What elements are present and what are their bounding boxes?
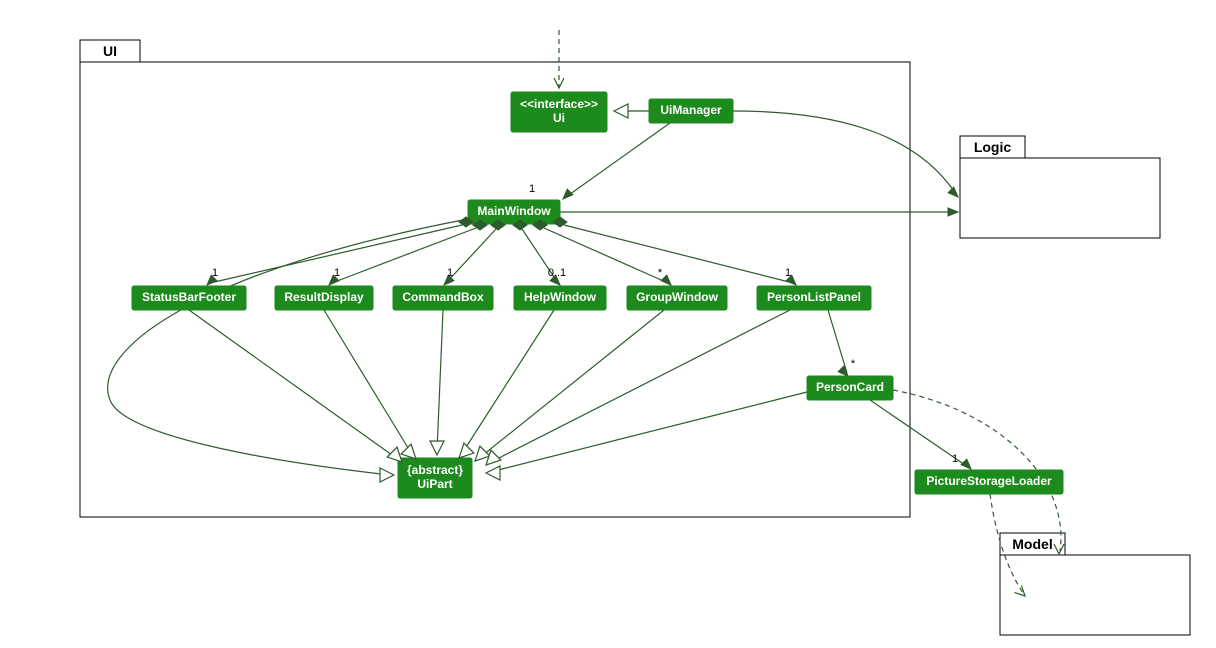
- edge-mainwindow-uipart: [108, 219, 468, 475]
- edge-commandbox-uipart: [437, 310, 443, 452]
- arrowhead-dependency: [1014, 585, 1028, 599]
- package-body-logic_pkg: [960, 158, 1160, 238]
- edge-uimanager-mainwindow: [566, 123, 670, 197]
- edge-personlist-personcard: [828, 310, 847, 373]
- class-label-uipart-l0: {abstract}: [407, 463, 463, 477]
- arrowhead-generalization: [380, 468, 394, 482]
- arrowhead-generalization: [430, 441, 444, 455]
- class-label-helpwindow-l0: HelpWindow: [524, 290, 597, 304]
- arrowhead-nav: [948, 187, 961, 200]
- multiplicity-label: 0..1: [548, 267, 566, 279]
- multiplicity-label: 1: [447, 267, 453, 279]
- edge-helpwindow-uipart: [461, 310, 554, 455]
- class-label-uimanager-l0: UiManager: [660, 103, 722, 117]
- arrowhead-generalization: [614, 104, 628, 118]
- edge-uimanager-logic_pkg: [733, 111, 956, 194]
- class-label-uipart-l1: UiPart: [417, 477, 452, 491]
- multiplicity-label: 1: [212, 267, 218, 279]
- multiplicity-label: 1: [785, 267, 791, 279]
- arrowhead-generalization: [486, 466, 500, 480]
- multiplicity-label: *: [851, 358, 856, 370]
- class-label-statusbar-l0: StatusBarFooter: [142, 290, 236, 304]
- class-label-ui-l0: <<interface>>: [520, 97, 598, 111]
- multiplicity-label: 1: [334, 267, 340, 279]
- package-body-model_pkg: [1000, 555, 1190, 635]
- edge-resultdisp-uipart: [324, 310, 413, 456]
- class-label-mainwindow-l0: MainWindow: [477, 204, 551, 218]
- edge-personcard-uipart: [490, 392, 807, 472]
- arrowhead-nav: [560, 189, 573, 202]
- multiplicity-label: 1: [952, 453, 958, 465]
- class-label-resultdisp-l0: ResultDisplay: [284, 290, 364, 304]
- class-label-commandbox-l0: CommandBox: [402, 290, 484, 304]
- arrowhead-nav: [948, 208, 958, 216]
- arrowhead-dependency: [1054, 544, 1064, 554]
- uml-diagram: UI Logic Model <<interface>>Ui UiManager Mai…: [0, 0, 1216, 648]
- multiplicity-label: 1: [529, 183, 535, 195]
- edge-personlist-uipart: [489, 310, 790, 463]
- package-label-ui_pkg: UI: [103, 43, 117, 59]
- class-label-picloader-l0: PictureStorageLoader: [926, 474, 1052, 488]
- package-label-logic_pkg: Logic: [974, 139, 1012, 155]
- edge-mainwindow-personlist: [564, 225, 793, 283]
- class-label-personcard-l0: PersonCard: [816, 380, 884, 394]
- package-label-model_pkg: Model: [1012, 536, 1052, 552]
- multiplicity-label: *: [658, 267, 663, 279]
- edge-statusbar-uipart: [189, 310, 399, 460]
- class-label-groupwindow-l0: GroupWindow: [636, 290, 719, 304]
- class-label-personlist-l0: PersonListPanel: [767, 290, 861, 304]
- class-label-ui-l1: Ui: [553, 111, 565, 125]
